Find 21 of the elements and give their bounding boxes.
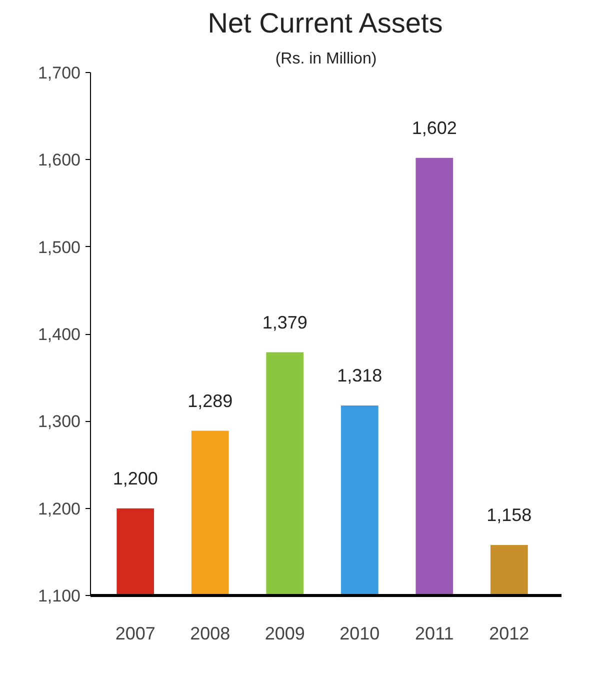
y-tick-label: 1,600 [38, 150, 81, 170]
y-tick-label: 1,300 [38, 412, 81, 432]
data-label: 1,602 [412, 118, 457, 138]
x-tick-label: 2010 [340, 624, 380, 644]
y-tick-label: 1,200 [38, 499, 81, 518]
y-tick-label: 1,400 [38, 325, 81, 344]
chart-subtitle: (Rs. in Million) [275, 50, 377, 68]
x-tick-label: 2008 [190, 624, 230, 644]
x-tick-label: 2007 [115, 624, 156, 644]
data-label: 1,318 [337, 365, 382, 386]
x-tick-label: 2011 [415, 624, 454, 644]
y-tick-label: 1,700 [38, 64, 81, 82]
data-label: 1,200 [112, 468, 158, 488]
chart-title: Net Current Assets [208, 8, 443, 38]
data-label: 1,158 [486, 504, 532, 525]
x-tick-label: 2009 [264, 624, 305, 644]
data-label: 1,289 [188, 390, 233, 411]
y-tick-label: 1,100 [38, 586, 81, 606]
x-tick-label: 2012 [489, 624, 530, 644]
y-tick-label: 1,500 [38, 238, 81, 257]
data-label: 1,379 [262, 312, 308, 332]
